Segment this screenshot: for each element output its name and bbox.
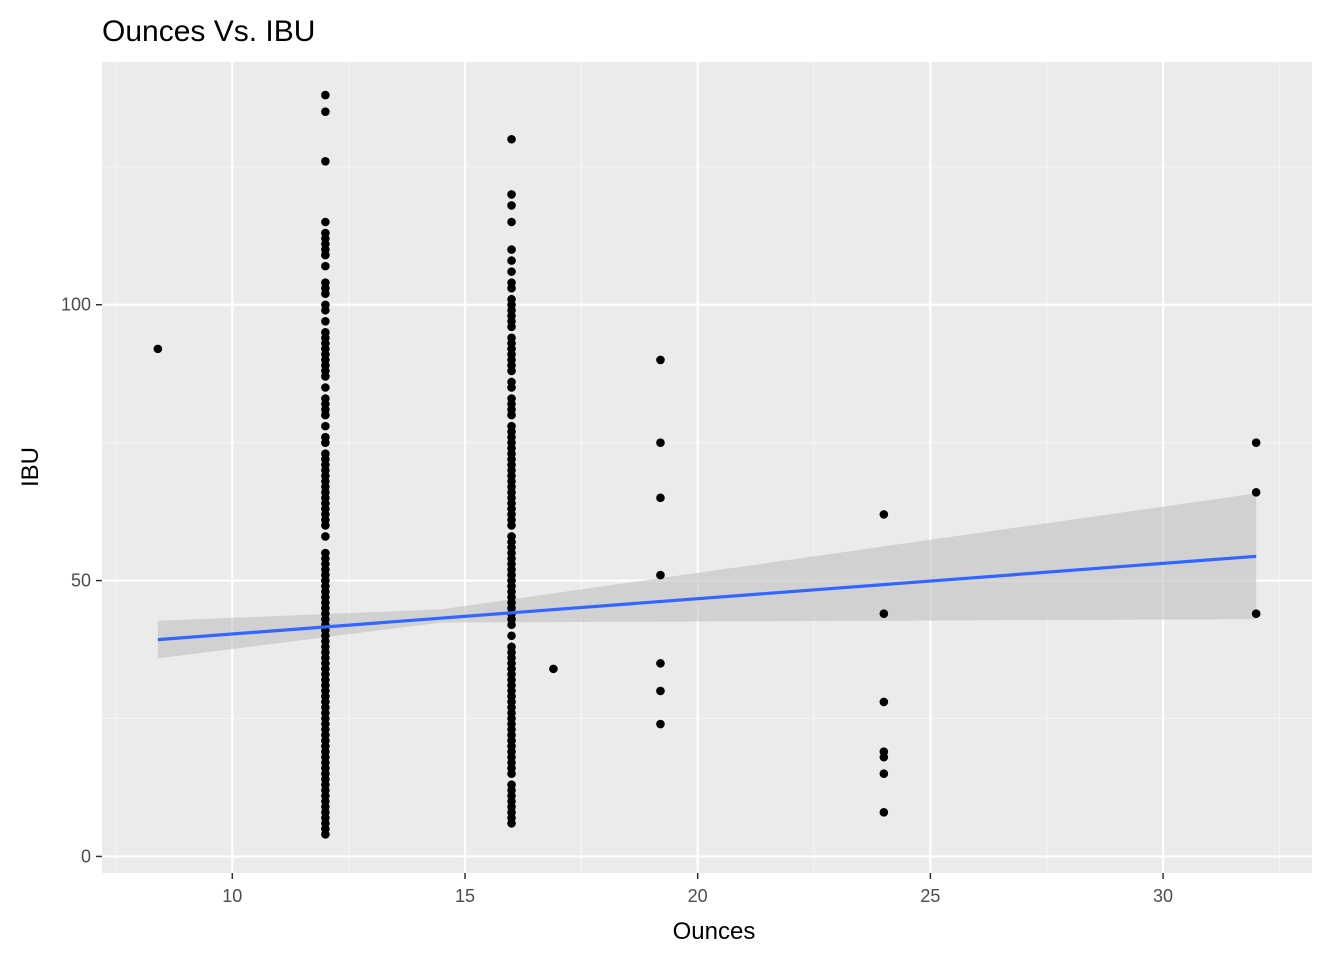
confidence-band	[157, 493, 1257, 659]
confidence-band-layer	[157, 493, 1257, 659]
trend-line	[157, 554, 1257, 642]
data-point	[507, 256, 516, 265]
data-point	[879, 609, 889, 619]
x-tick-label: 15	[455, 886, 475, 906]
data-point	[507, 532, 516, 541]
trend-line-layer	[157, 554, 1257, 642]
x-axis-title: Ounces	[673, 918, 756, 945]
data-point	[321, 532, 330, 541]
x-axis-ticks: 10 15 20 25 30	[222, 873, 1173, 906]
data-point	[1251, 609, 1261, 619]
data-point	[879, 697, 889, 707]
data-point	[321, 328, 330, 337]
data-point	[1251, 438, 1261, 447]
data-point	[321, 300, 330, 310]
data-point	[656, 355, 665, 365]
data-point	[879, 510, 889, 519]
data-point	[656, 570, 665, 580]
y-tick-label: 100	[61, 295, 91, 315]
data-point	[879, 769, 889, 778]
data-point	[507, 190, 516, 199]
x-tick-label: 30	[1153, 886, 1173, 906]
x-tick-label: 20	[688, 886, 708, 906]
data-point	[321, 316, 330, 326]
data-point	[507, 394, 516, 403]
data-point	[507, 631, 516, 641]
data-point	[507, 294, 516, 304]
data-point	[153, 344, 163, 354]
chart-title: Ounces Vs. IBU	[102, 15, 315, 48]
data-point	[507, 217, 516, 227]
data-point	[321, 421, 330, 431]
data-point	[321, 278, 330, 287]
data-point	[321, 449, 330, 459]
y-axis-title: IBU	[17, 447, 44, 487]
data-point	[321, 107, 330, 116]
data-point	[507, 642, 516, 652]
data-point	[879, 808, 889, 817]
y-tick-label: 50	[71, 571, 91, 591]
points-layer	[153, 90, 1261, 839]
data-point	[507, 333, 516, 343]
data-point	[507, 421, 516, 431]
data-point	[321, 261, 330, 271]
data-point	[879, 747, 889, 756]
data-point	[507, 201, 516, 210]
data-point	[321, 228, 330, 238]
data-point	[507, 278, 516, 287]
x-tick-label: 10	[222, 886, 242, 906]
data-point	[656, 719, 665, 729]
data-point	[321, 157, 330, 166]
major-gridlines	[102, 62, 1312, 873]
data-point	[1251, 488, 1261, 497]
minor-gridlines	[102, 62, 1312, 873]
data-point	[321, 548, 330, 558]
data-point	[507, 245, 516, 254]
y-axis-ticks: 0 50 100	[61, 295, 102, 866]
data-point	[507, 377, 516, 387]
data-point	[321, 394, 330, 403]
data-point	[507, 780, 516, 790]
data-point	[507, 267, 516, 276]
x-tick-label: 25	[920, 886, 940, 906]
plot-panel	[102, 62, 1312, 873]
y-tick-label: 0	[81, 846, 91, 866]
data-point	[656, 493, 665, 503]
data-point	[321, 432, 330, 442]
data-point	[321, 217, 330, 227]
data-point	[656, 438, 665, 447]
data-point	[321, 90, 330, 100]
data-point	[549, 664, 558, 674]
data-point	[507, 134, 516, 144]
data-point	[321, 383, 330, 392]
data-point	[656, 659, 665, 668]
data-point	[656, 686, 665, 696]
